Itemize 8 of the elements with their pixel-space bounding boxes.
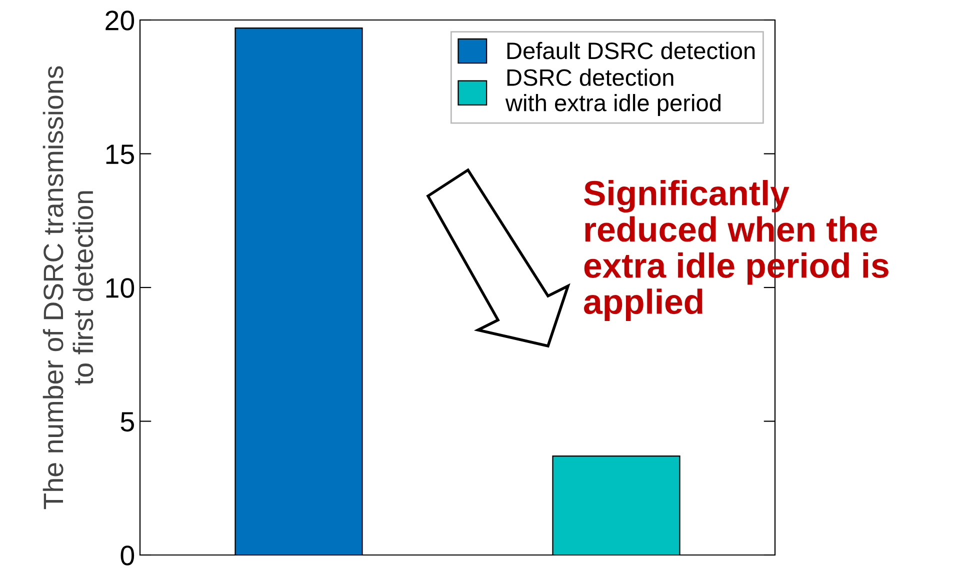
y-tick-label: 20	[106, 10, 134, 30]
legend-label: Default DSRC detection	[507, 42, 755, 60]
y-axis-title: The number of DSRC transmissions to first detection	[42, 66, 94, 510]
y-tick-label: 0	[120, 546, 134, 566]
y-tick-label: 10	[106, 278, 134, 298]
y-tick-label: 5	[120, 412, 134, 432]
legend-label: DSRC detection with extra idle period	[505, 68, 720, 116]
y-tick-label: 15	[106, 144, 134, 164]
